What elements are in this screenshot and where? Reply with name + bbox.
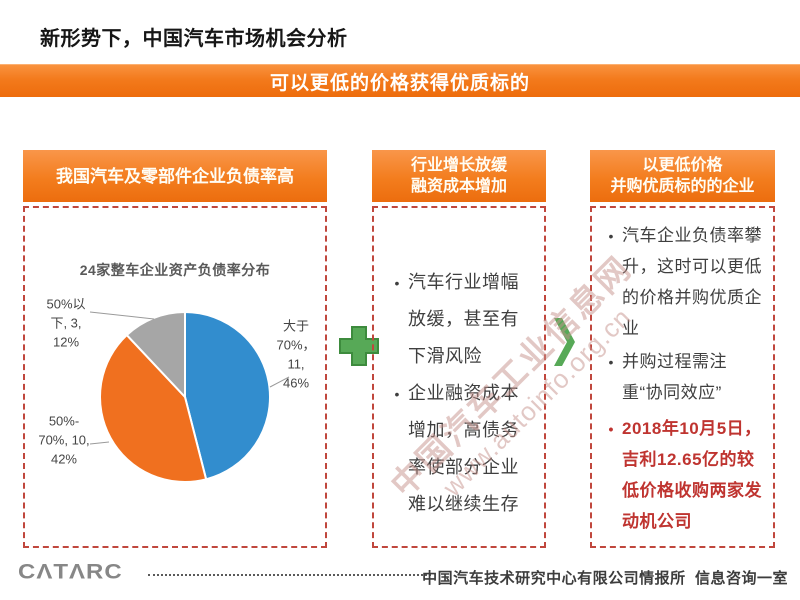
middle-column-panel: 汽车行业增幅放缓，甚至有下滑风险 企业融资成本增加，高债务率使部分企业难以继续生…: [372, 206, 546, 548]
footer-organization-text: 中国汽车技术研究中心有限公司情报所 信息咨询一室: [422, 570, 788, 587]
right-column-panel: 汽车企业负债率攀升，这时可以更低的价格并购优质企业 并购过程需注重“协同效应” …: [590, 206, 775, 548]
left-column-header-label: 我国汽车及零部件企业负债率高: [56, 166, 294, 186]
banner-text: 可以更低的价格获得优质标的: [269, 72, 530, 94]
leader-line-blue: [269, 376, 290, 388]
bullet-text: 汽车企业负债率攀升，这时可以更低的价格并购优质企业: [622, 226, 762, 338]
pie-label-50-70: 50%- 70%, 10, 42%: [38, 413, 90, 467]
banner: 可以更低的价格获得优质标的: [0, 64, 800, 97]
left-column-header: 我国汽车及零部件企业负债率高: [23, 150, 327, 202]
right-column-header-line2: 并购优质标的的企业: [610, 178, 755, 195]
list-item: 企业融资成本增加，高债务率使部分企业难以继续生存: [386, 375, 532, 523]
pie-chart: [89, 310, 290, 483]
list-item: 并购过程需注重“协同效应”: [600, 346, 765, 408]
middle-column-header-line1: 行业增长放缓: [410, 157, 507, 174]
bullet-text: 企业融资成本增加，高债务率使部分企业难以继续生存: [408, 383, 519, 514]
plus-icon: [339, 326, 379, 366]
list-item-highlight: 2018年10月5日，吉利12.65亿的较低价格收购两家发动机公司: [600, 413, 765, 537]
page-title: 新形势下，中国汽车市场机会分析: [40, 28, 348, 50]
bullet-dot-icon: [600, 346, 622, 408]
pie-slices: [99, 310, 271, 483]
right-column-header: 以更低价格 并购优质标的的企业: [590, 150, 775, 202]
bullet-dot-icon: [386, 375, 408, 523]
leader-line-orange: [89, 441, 110, 445]
chevron-right-icon: [554, 318, 575, 366]
right-column-header-line1: 以更低价格: [642, 157, 723, 174]
pie-label-under-50: 50%以 下, 3, 12%: [46, 296, 86, 350]
highlight-bullet-text: 2018年10月5日，吉利12.65亿的较低价格收购两家发动机公司: [622, 419, 762, 531]
pie-label-over-70: 大于 70%，11, 46%: [276, 318, 316, 390]
pie-slice-0: [184, 310, 271, 481]
footer-dotted-divider: [148, 565, 431, 576]
bullet-text: 并购过程需注重“协同效应”: [622, 352, 727, 402]
pie-slice-2: [125, 310, 186, 400]
right-bullet-list: 汽车企业负债率攀升，这时可以更低的价格并购优质企业 并购过程需注重“协同效应” …: [592, 208, 773, 539]
list-item: 汽车行业增幅放缓，甚至有下滑风险: [386, 264, 532, 375]
bullet-dot-icon: [600, 413, 622, 537]
middle-column-header-line2: 融资成本增加: [410, 178, 507, 195]
pie-slice-1: [99, 333, 208, 483]
middle-column-header: 行业增长放缓 融资成本增加: [372, 150, 546, 202]
bullet-dot-icon: [600, 220, 622, 344]
left-column-panel: 24家整车企业资产负债率分布 大于 70%，11, 46% 50%以 下, 3,…: [23, 206, 327, 548]
middle-bullet-list: 汽车行业增幅放缓，甚至有下滑风险 企业融资成本增加，高债务率使部分企业难以继续生…: [374, 208, 544, 523]
bullet-text: 汽车行业增幅放缓，甚至有下滑风险: [408, 272, 519, 366]
catarc-logo: CΛTΛRC: [18, 559, 123, 584]
list-item: 汽车企业负债率攀升，这时可以更低的价格并购优质企业: [600, 220, 765, 344]
pie-chart-title: 24家整车企业资产负债率分布: [79, 262, 271, 278]
leader-line-gray: [89, 311, 155, 320]
bullet-dot-icon: [386, 264, 408, 375]
